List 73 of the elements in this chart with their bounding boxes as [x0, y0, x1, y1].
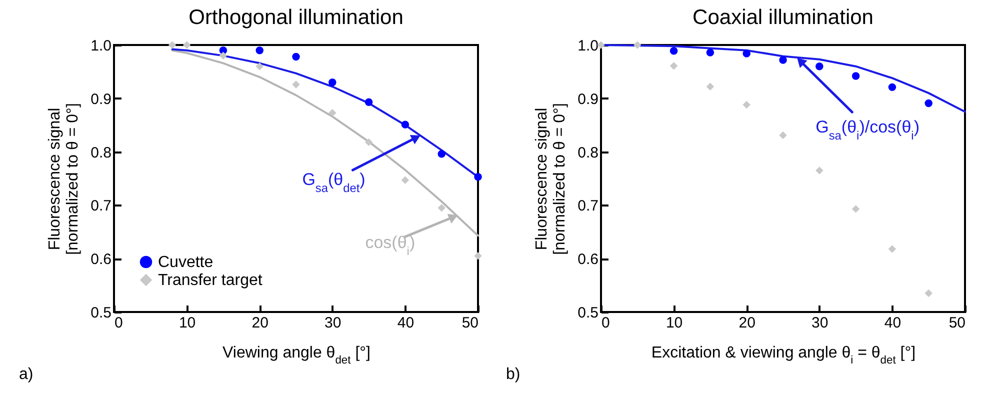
x-tick-label: 50	[948, 314, 966, 332]
point	[670, 47, 678, 55]
point	[219, 46, 228, 54]
x-tick-label: 30	[324, 314, 342, 332]
legend-label: Cuvette	[158, 254, 214, 271]
y-tick-label: 0.5	[578, 304, 598, 322]
point	[168, 41, 176, 49]
text: b)	[506, 366, 520, 383]
point	[706, 48, 714, 56]
annotation: G$_{sa}$(θ$_{det}$)	[302, 170, 366, 195]
y-tick-label: 0.8	[90, 144, 112, 162]
point	[670, 62, 678, 70]
x-tick-label: 20	[252, 314, 268, 332]
y-tick-label: 0.7	[578, 198, 598, 215]
y-tick-label: 1.0	[578, 38, 598, 54]
point	[256, 46, 264, 54]
point	[852, 205, 860, 213]
y-tick-label: 1.0	[90, 38, 112, 54]
point	[401, 120, 410, 128]
y-tick-label: 0.6	[578, 251, 598, 268]
point	[438, 204, 446, 212]
point	[634, 41, 642, 49]
line-series	[171, 49, 479, 237]
x-tick-label: 10	[178, 314, 196, 332]
point	[219, 52, 228, 60]
y-tick-label: 0.7	[90, 198, 112, 215]
point	[328, 78, 336, 86]
y-tick-label: 0.5	[90, 304, 112, 322]
y-axis-title: Fluorescence signal [normalized to θ = 0°]	[534, 103, 569, 255]
point	[256, 62, 264, 70]
point	[474, 173, 482, 181]
point	[364, 98, 373, 106]
y-axis-title: Fluorescence signal [normalized to θ = 0°]	[46, 103, 82, 255]
x-axis-title: Viewing angle θ$_{det}$ [°]	[222, 344, 370, 366]
point	[364, 138, 373, 146]
x-axis-title: Excitation & viewing angle θ$_{i}$ = θ$_{det}$ [°]	[651, 344, 916, 366]
point	[182, 41, 191, 49]
x-tick-label: 40	[397, 314, 414, 332]
y-tick-label: 0.6	[90, 251, 112, 268]
point	[924, 99, 932, 108]
point	[816, 62, 824, 70]
point	[292, 52, 300, 61]
point	[328, 108, 336, 117]
x-tick-label: 30	[812, 314, 828, 332]
point	[438, 150, 446, 158]
y-tick-label: 0.9	[578, 90, 598, 108]
y-tick-label: 0.9	[90, 90, 112, 108]
x-tick-label: 10	[666, 314, 683, 332]
chart-title: Orthogonal illumination	[188, 6, 404, 29]
point	[816, 166, 824, 174]
point	[474, 252, 482, 260]
point	[852, 72, 860, 80]
x-tick-label: 0	[602, 314, 610, 332]
point	[742, 50, 750, 58]
chart-title: Coaxial illumination	[692, 6, 874, 29]
point	[924, 289, 932, 298]
text: a)	[19, 366, 34, 383]
point	[779, 131, 787, 140]
point	[888, 83, 896, 92]
x-tick-label: 20	[738, 314, 756, 332]
x-tick-label: 50	[462, 314, 478, 332]
x-tick-label: 0	[114, 314, 123, 332]
point	[888, 245, 896, 253]
annotation: cos(θ$_{i}$)	[365, 232, 416, 258]
point	[292, 80, 300, 88]
y-tick-label: 0.8	[578, 144, 598, 162]
point	[706, 82, 714, 91]
legend-label: Transfer target	[158, 272, 263, 289]
point	[779, 56, 787, 64]
point	[401, 176, 410, 184]
annotation: G$_{sa}$(θ$_{i}$)/cos(θ$_{i}$)	[816, 117, 920, 142]
point	[742, 100, 750, 109]
x-tick-label: 40	[884, 314, 902, 332]
